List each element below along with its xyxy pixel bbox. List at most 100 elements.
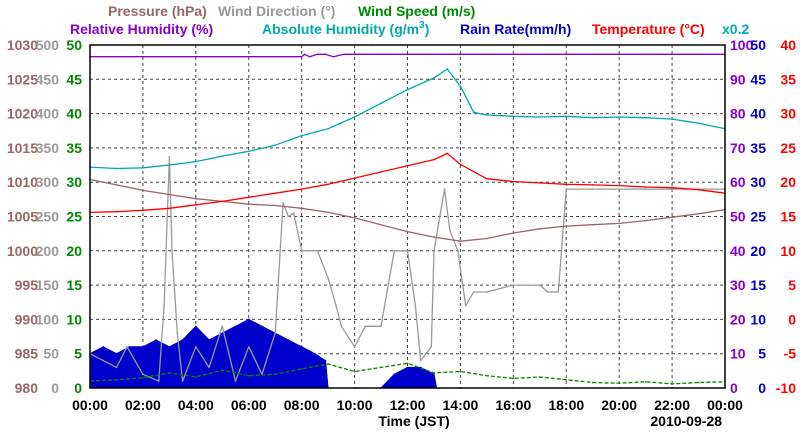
legend-wind-direction: Wind Direction (°) <box>218 3 335 19</box>
point-pressure-hpa <box>327 211 329 214</box>
point-temperature-c <box>459 163 462 166</box>
tick-pressure: 1015 <box>7 140 38 156</box>
point-relative-humidity <box>343 53 345 56</box>
point-wind-direction <box>512 284 515 286</box>
point-wind-speed-m-s <box>433 372 435 374</box>
tick-wind-direction: 350 <box>36 140 60 156</box>
point-rain-rate-mm-h <box>433 373 435 376</box>
point-wind-direction <box>168 156 171 158</box>
point-wind-speed-m-s <box>168 372 171 374</box>
tick-temperature: 20 <box>780 174 796 190</box>
tick-temperature: 25 <box>780 140 796 156</box>
point-temperature-c <box>142 209 144 212</box>
point-wind-direction <box>546 291 549 293</box>
point-wind-speed-m-s <box>380 366 382 369</box>
tick-pressure: 1010 <box>7 174 38 190</box>
point-wind-direction <box>364 325 367 328</box>
tick-x: 10:00 <box>337 397 373 413</box>
point-absolute-humidity-x0-2 <box>168 164 171 166</box>
point-wind-speed-m-s <box>115 379 118 381</box>
tick-humidity: 20 <box>730 311 746 327</box>
point-pressure-hpa <box>142 189 144 192</box>
point-absolute-humidity-x0-2 <box>565 115 568 118</box>
tick-rain: 5 <box>758 346 766 362</box>
point-wind-speed-m-s <box>512 377 515 380</box>
point-absolute-humidity-x0-2 <box>406 88 409 91</box>
point-wind-direction <box>430 346 433 348</box>
tick-wind-speed: 15 <box>66 277 82 293</box>
point-wind-direction <box>486 291 488 293</box>
tick-rain: 0 <box>758 380 766 396</box>
point-temperature-c <box>168 207 171 210</box>
tick-x: 00:00 <box>707 397 743 413</box>
point-rain-rate-mm-h <box>261 325 263 328</box>
tick-humidity: 10 <box>730 346 746 362</box>
legend-temperature-label: Temperature ( <box>592 21 685 37</box>
point-wind-speed-m-s <box>300 368 303 370</box>
point-wind-direction <box>126 346 128 348</box>
point-absolute-humidity-x0-2 <box>248 150 250 153</box>
point-wind-speed-m-s <box>459 370 462 373</box>
legend-absolute-humidity: Absolute Humidity (g/m3) <box>262 20 429 37</box>
point-temperature-c <box>512 180 515 183</box>
point-wind-speed-m-s <box>644 381 647 383</box>
point-temperature-c <box>644 186 647 188</box>
tick-pressure: 980 <box>15 380 39 396</box>
tick-rain: 30 <box>750 174 766 190</box>
point-wind-direction <box>282 202 284 204</box>
point-absolute-humidity-x0-2 <box>433 77 435 79</box>
point-pressure-hpa <box>248 203 250 205</box>
point-wind-direction <box>449 229 451 231</box>
tick-wind-direction: 0 <box>51 380 59 396</box>
point-wind-direction <box>248 346 250 348</box>
point-rain-rate-mm-h <box>208 339 210 341</box>
tick-wind-speed: 25 <box>66 209 82 225</box>
point-absolute-humidity-x0-2 <box>472 111 475 113</box>
point-absolute-humidity-x0-2 <box>671 118 673 120</box>
tick-rain: 40 <box>750 106 766 122</box>
legend-relative-humidity: Relative Humidity (%) <box>70 21 213 37</box>
point-wind-speed-m-s <box>274 373 277 376</box>
tick-temperature: 5 <box>788 277 796 293</box>
point-wind-speed-m-s <box>671 383 673 385</box>
tick-pressure: 985 <box>15 346 39 362</box>
point-wind-direction <box>557 291 560 293</box>
point-wind-direction <box>221 325 224 328</box>
tick-wind-direction: 50 <box>43 346 59 362</box>
point-pressure-hpa <box>433 236 435 238</box>
tick-x: 08:00 <box>284 397 320 413</box>
point-wind-speed-m-s <box>195 376 197 378</box>
point-pressure-hpa <box>697 213 700 215</box>
tick-rain: 20 <box>750 243 766 259</box>
point-pressure-hpa <box>565 225 568 227</box>
point-wind-direction <box>443 188 446 190</box>
point-pressure-hpa <box>486 237 488 240</box>
point-relative-humidity <box>308 55 311 58</box>
tick-temperature: 35 <box>780 71 796 87</box>
tick-x: 06:00 <box>231 397 267 413</box>
tick-humidity: 0 <box>730 380 738 396</box>
point-relative-humidity <box>324 53 327 56</box>
tick-wind-speed: 35 <box>66 140 82 156</box>
tick-temperature: -5 <box>784 346 797 362</box>
point-pressure-hpa <box>512 232 515 234</box>
point-temperature-c <box>353 177 356 179</box>
point-relative-humidity <box>316 53 319 56</box>
tick-x: 02:00 <box>125 397 161 413</box>
point-absolute-humidity-x0-2 <box>512 115 515 118</box>
point-wind-direction <box>457 250 459 252</box>
tick-wind-direction: 250 <box>36 209 60 225</box>
tick-humidity: 70 <box>730 140 746 156</box>
point-wind-direction <box>472 291 475 293</box>
point-temperature-c <box>221 200 224 203</box>
point-temperature-c <box>195 204 197 206</box>
point-wind-speed-m-s <box>406 362 409 365</box>
point-wind-direction <box>419 359 422 362</box>
tick-temperature: 10 <box>780 243 796 259</box>
point-wind-speed-m-s <box>618 382 620 385</box>
point-temperature-c <box>591 184 594 186</box>
point-wind-speed-m-s <box>248 374 250 377</box>
point-wind-direction <box>181 380 184 382</box>
tick-humidity: 90 <box>730 71 746 87</box>
point-rain-rate-mm-h <box>300 346 303 348</box>
